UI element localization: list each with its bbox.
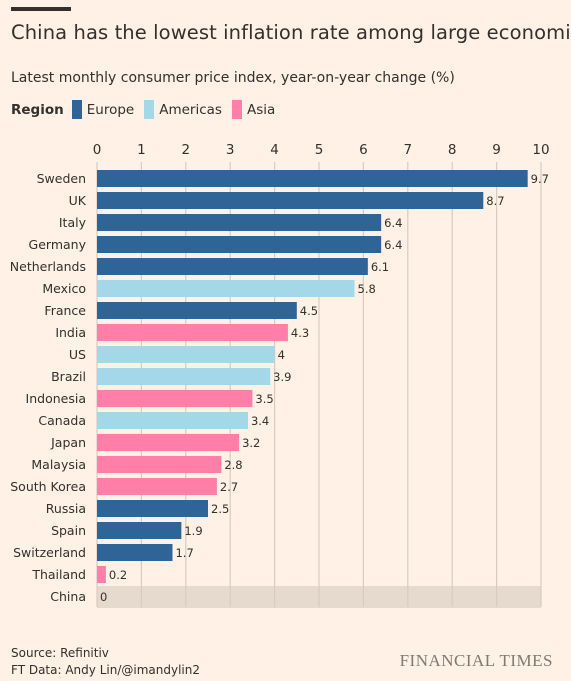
category-label: Switzerland (13, 545, 86, 560)
legend-title: Region (11, 101, 64, 118)
legend-item-europe: Europe (71, 100, 135, 119)
bar (97, 566, 106, 583)
data-label: 2.5 (211, 502, 229, 516)
data-label: 3.5 (255, 392, 273, 406)
category-label: Japan (50, 435, 86, 450)
category-label: Mexico (42, 281, 86, 296)
bar (97, 456, 222, 473)
category-label: Brazil (51, 369, 86, 384)
bar (97, 170, 528, 187)
x-tick-label: 2 (182, 142, 191, 158)
category-label: Thailand (31, 567, 86, 582)
category-label: Germany (29, 237, 87, 252)
category-label: UK (69, 193, 87, 208)
data-label: 3.9 (273, 370, 291, 384)
chart-subtitle: Latest monthly consumer price index, yea… (11, 70, 455, 86)
chart-title: China has the lowest inflation rate amon… (11, 21, 571, 44)
legend-label-europe: Europe (86, 101, 135, 118)
x-tick-label: 7 (404, 142, 413, 158)
footer-source: Source: Refinitiv FT Data: Andy Lin/@ima… (11, 645, 200, 679)
data-label: 2.8 (224, 458, 242, 472)
data-label: 8.7 (486, 194, 504, 208)
data-label: 6.4 (384, 216, 402, 230)
data-label: 3.4 (251, 414, 269, 428)
bar (97, 522, 182, 539)
category-label: Spain (51, 523, 86, 538)
ft-logo: FINANCIAL TIMES (399, 651, 553, 670)
legend-label-asia: Asia (246, 101, 276, 118)
source-text: Source: Refinitiv (11, 646, 109, 660)
bar (97, 500, 208, 517)
x-tick-label: 1 (137, 142, 146, 158)
category-label: China (50, 589, 86, 604)
data-label: 1.7 (175, 546, 193, 560)
data-label: 4 (278, 348, 285, 362)
x-tick-label: 0 (93, 142, 102, 158)
category-label: Sweden (37, 171, 86, 186)
x-tick-label: 8 (448, 142, 457, 158)
data-label: 4.3 (291, 326, 309, 340)
data-label: 5.8 (358, 282, 376, 296)
bar (97, 412, 248, 429)
legend: Region Europe Americas Asia (11, 100, 285, 119)
x-tick-label: 6 (359, 142, 368, 158)
legend-label-americas: Americas (159, 101, 222, 118)
legend-swatch-europe (71, 100, 82, 119)
top-rule (11, 7, 71, 11)
category-label: Italy (59, 215, 87, 230)
bar-chart: 0 1 2 3 4 5 6 7 8 9 10 Sweden 9.7 UK 8.7 Italy 6.4 German… (10, 142, 550, 608)
category-label: South Korea (10, 479, 86, 494)
data-label: 0.2 (109, 568, 127, 582)
legend-item-asia: Asia (231, 100, 276, 119)
bar (97, 478, 217, 495)
data-label: 9.7 (531, 172, 549, 186)
legend-swatch-asia (231, 100, 242, 119)
category-label: Canada (38, 413, 86, 428)
x-tick-label: 3 (226, 142, 235, 158)
category-label: France (44, 303, 86, 318)
bar (97, 324, 288, 341)
data-label: 0 (100, 590, 107, 604)
category-label: Russia (46, 501, 86, 516)
x-tick-label: 5 (315, 142, 324, 158)
data-label: 4.5 (300, 304, 318, 318)
legend-swatch-americas (144, 100, 155, 119)
category-label: India (55, 325, 86, 340)
x-tick-label: 4 (270, 142, 279, 158)
bar (97, 544, 173, 561)
bar (97, 258, 368, 275)
category-label: US (69, 347, 86, 362)
bar (97, 214, 382, 231)
x-tick-label: 10 (532, 142, 549, 158)
category-label: Indonesia (26, 391, 86, 406)
credit-text: FT Data: Andy Lin/@imandylin2 (11, 663, 200, 677)
bar (97, 390, 253, 407)
bar (97, 192, 484, 209)
data-label: 6.4 (384, 238, 402, 252)
bar (97, 280, 355, 297)
x-tick-label: 9 (492, 142, 501, 158)
legend-item-americas: Americas (144, 100, 222, 119)
data-label: 6.1 (371, 260, 389, 274)
bar (97, 434, 240, 451)
data-label: 3.2 (242, 436, 260, 450)
category-label: Malaysia (31, 457, 86, 472)
data-label: 1.9 (184, 524, 202, 538)
data-label: 2.7 (220, 480, 238, 494)
bar (97, 236, 382, 253)
category-label: Netherlands (10, 259, 86, 274)
bar (97, 368, 271, 385)
bar (97, 302, 297, 319)
bar (97, 346, 275, 363)
